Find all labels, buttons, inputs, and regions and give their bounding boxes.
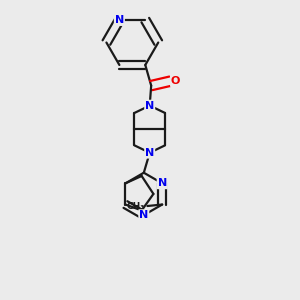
Text: N: N: [115, 15, 124, 25]
Text: N: N: [145, 148, 154, 158]
Text: N: N: [139, 210, 148, 220]
Text: N: N: [145, 100, 154, 111]
Text: N: N: [158, 178, 167, 188]
Text: CH₃: CH₃: [127, 202, 145, 211]
Text: O: O: [171, 76, 180, 86]
